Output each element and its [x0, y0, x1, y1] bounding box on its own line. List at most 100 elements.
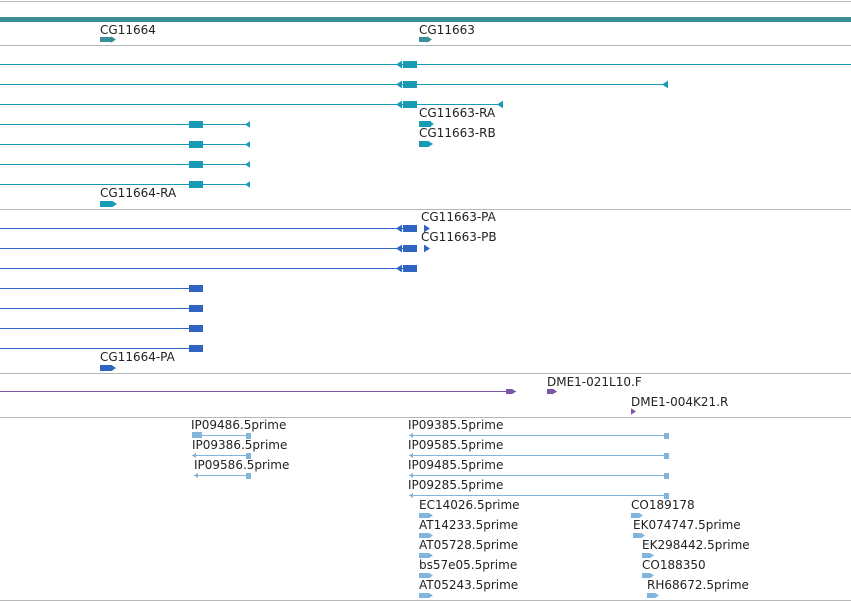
- transcript-utr-3: [497, 100, 503, 109]
- protein-exon-2: [403, 245, 417, 252]
- est-short-12-arrow: [639, 512, 643, 519]
- gene-cg11664-glyph: [100, 37, 112, 42]
- est-label-at14233[interactable]: AT14233.5prime: [419, 518, 519, 532]
- transcript-label-cg11663-rb[interactable]: CG11663-RB: [419, 126, 496, 140]
- transcript-utr-7: [245, 181, 250, 188]
- clone-004k21-arrow: [631, 408, 636, 415]
- est-label-ip09386[interactable]: IP09386.5prime: [192, 438, 288, 452]
- est-ip09485-end: [664, 473, 669, 479]
- est-label-ip09385[interactable]: IP09385.5prime: [408, 418, 504, 432]
- transcript-cg11663-ra-glyph: [419, 121, 431, 127]
- est-ip09586-arrow: [194, 472, 198, 479]
- est-short-10-arrow: [429, 572, 433, 579]
- est-short-14-arrow: [650, 552, 654, 559]
- est-short-15-glyph: [642, 573, 650, 578]
- clone-021l10-glyph: [506, 389, 512, 394]
- est-short-14-glyph: [642, 553, 650, 558]
- est-label-ip09486[interactable]: IP09486.5prime: [191, 418, 287, 432]
- est-label-ip09485[interactable]: IP09485.5prime: [408, 458, 504, 472]
- est-ip09585-arrow: [409, 452, 413, 459]
- est-label-ip09586[interactable]: IP09586.5prime: [194, 458, 290, 472]
- est-short-8-arrow: [429, 532, 433, 539]
- protein-exon-1: [403, 225, 417, 232]
- est-short-15-arrow: [650, 572, 654, 579]
- transcript-exon-3: [403, 101, 417, 108]
- est-label-rh68672[interactable]: RH68672.5prime: [647, 578, 749, 592]
- est-ip09285-arrow: [409, 492, 413, 499]
- est-short-10-glyph: [419, 573, 429, 578]
- est-label-at05728[interactable]: AT05728.5prime: [419, 538, 519, 552]
- est-short-7-glyph: [419, 513, 429, 518]
- est-ip09486-block: [192, 432, 202, 438]
- clone-label-021l10[interactable]: DME1-021L10.F: [547, 375, 642, 389]
- est-label-co189178[interactable]: CO189178: [631, 498, 695, 512]
- transcript-exon-5: [189, 141, 203, 148]
- est-label-ip09585[interactable]: IP09585.5prime: [408, 438, 504, 452]
- protein-label-cg11663-pb[interactable]: CG11663-PB: [421, 230, 497, 244]
- protein-label-cg11663-pa[interactable]: CG11663-PA: [421, 210, 496, 224]
- transcript-utr-5: [245, 141, 250, 148]
- protein-exon-6: [189, 325, 203, 332]
- est-ip09386-arrow: [192, 452, 196, 459]
- transcript-exon-7: [189, 181, 203, 188]
- est-short-9-glyph: [419, 553, 429, 558]
- est-ip09485-arrow: [409, 472, 413, 479]
- transcript-arrow-3: [396, 100, 402, 109]
- est-ip09486-end: [246, 433, 251, 439]
- protein-exon-4: [189, 285, 203, 292]
- est-ip09585-end: [664, 453, 669, 459]
- gene-label-cg11664[interactable]: CG11664: [100, 23, 156, 37]
- transcript-exon-2: [403, 81, 417, 88]
- est-short-11-arrow: [429, 592, 433, 599]
- clone-021l10-arrow: [512, 388, 516, 395]
- est-ip09385-end: [664, 433, 669, 439]
- transcript-cg11663-ra-arrow: [430, 121, 434, 127]
- protein-arrow-3: [396, 264, 402, 273]
- gene-label-cg11663[interactable]: CG11663: [419, 23, 475, 37]
- est-short-8-glyph: [419, 533, 429, 538]
- clone-021l10-end-glyph: [547, 389, 553, 394]
- protein-exon-7: [189, 345, 203, 352]
- protein-cg11664-pa-glyph: [100, 365, 112, 371]
- clone-label-004k21[interactable]: DME1-004K21.R: [631, 395, 729, 409]
- transcript-cg11663-rb-arrow: [428, 140, 433, 148]
- protein-arrow-2: [396, 244, 402, 253]
- est-label-ek298442[interactable]: EK298442.5prime: [642, 538, 750, 552]
- transcript-label-cg11664-ra[interactable]: CG11664-RA: [100, 186, 177, 200]
- est-label-at05243[interactable]: AT05243.5prime: [419, 578, 519, 592]
- est-short-13-arrow: [641, 532, 645, 539]
- transcript-arrow-1: [396, 60, 402, 69]
- est-short-16-arrow: [655, 592, 659, 599]
- track-header-bar: [0, 17, 851, 22]
- protein-arrow-1: [396, 224, 402, 233]
- est-label-ec14026[interactable]: EC14026.5prime: [419, 498, 520, 512]
- transcript-utr-6: [245, 161, 250, 168]
- est-label-ip09285[interactable]: IP09285.5prime: [408, 478, 504, 492]
- transcript-label-cg11663-ra[interactable]: CG11663-RA: [419, 106, 496, 120]
- transcript-arrow-2: [396, 80, 402, 89]
- est-short-16-glyph: [647, 593, 655, 598]
- clone-021l10-end-arrow: [553, 388, 557, 395]
- transcript-cg11664-ra-arrow: [112, 200, 117, 208]
- gene-cg11663-arrow: [427, 36, 432, 43]
- protein-cg11663-pb-arrow: [424, 244, 430, 253]
- protein-exon-3: [403, 265, 417, 272]
- est-label-bs57e05[interactable]: bs57e05.5prime: [419, 558, 518, 572]
- transcript-cg11663-rb-glyph: [419, 141, 428, 147]
- gene-cg11664-arrow: [111, 36, 116, 43]
- protein-cg11663-pa-arrow: [424, 224, 430, 233]
- transcript-cg11664-ra-glyph: [100, 201, 112, 207]
- transcript-exon-4: [189, 121, 203, 128]
- est-label-co188350[interactable]: CO188350: [642, 558, 706, 572]
- est-label-ek074747[interactable]: EK074747.5prime: [633, 518, 741, 532]
- est-short-9-arrow: [429, 552, 433, 559]
- transcript-exon-1: [403, 61, 417, 68]
- est-ip09586-end: [246, 473, 251, 479]
- protein-exon-5: [189, 305, 203, 312]
- est-short-11-glyph: [419, 593, 429, 598]
- protein-label-cg11664-pa[interactable]: CG11664-PA: [100, 350, 175, 364]
- est-short-13-glyph: [633, 533, 641, 538]
- est-short-12-glyph: [631, 513, 639, 518]
- est-short-7-arrow: [429, 512, 433, 519]
